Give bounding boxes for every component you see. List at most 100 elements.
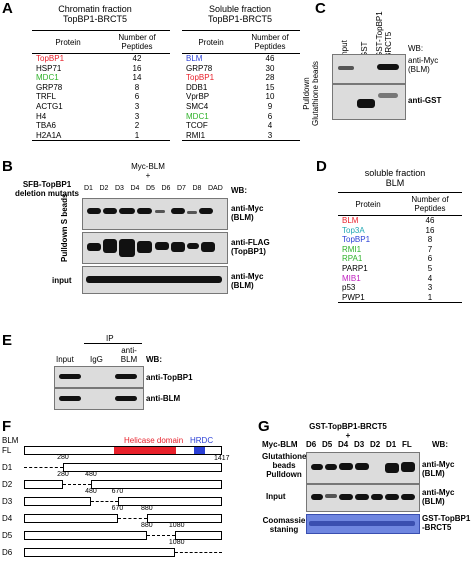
- peptide-count: 6: [134, 92, 140, 102]
- band: [325, 494, 337, 498]
- band: [119, 239, 135, 257]
- peptide-count: 30: [265, 63, 275, 73]
- band: [311, 494, 323, 500]
- peptide-count: 8: [427, 235, 433, 245]
- table-row: TBA6 2: [32, 121, 170, 131]
- helicase-domain: [114, 447, 176, 454]
- band: [103, 208, 117, 214]
- band: [115, 374, 137, 379]
- hrdc-domain: [194, 447, 206, 454]
- helicase-label: Helicase domain: [124, 436, 184, 445]
- blot-c-myc: [332, 54, 406, 84]
- protein-name: TopBP1: [342, 235, 371, 245]
- chromatin-table: Protein Number of Peptides TopBP1 42 HSP71…: [32, 30, 170, 142]
- b-left-title: SFB-TopBP1 deletion mutants: [14, 180, 79, 198]
- wb-label-e: WB:: [146, 355, 162, 364]
- band: [103, 239, 117, 253]
- panel-d-label: D: [316, 158, 327, 175]
- wb-label-b: WB:: [231, 186, 247, 195]
- lane-label: D8: [192, 185, 202, 192]
- start-position: 280: [57, 471, 69, 478]
- g-title: GST-TopBP1-BRCT5 +: [309, 422, 387, 440]
- protein-name: RMI1: [182, 130, 240, 142]
- blot-g-row1-label: anti-Myc (BLM): [422, 460, 455, 478]
- protein-name: MDC1: [36, 73, 59, 83]
- blot-g-input: [306, 484, 420, 512]
- retained-segment: [24, 514, 118, 523]
- retained-segment: [146, 514, 222, 523]
- band: [385, 494, 399, 500]
- peptide-count: 6: [427, 254, 433, 264]
- band: [87, 208, 101, 214]
- peptide-count: 3: [134, 111, 140, 121]
- blot-c-row1-label: anti-Myc (BLM): [408, 56, 439, 74]
- table-row: SMC4 9: [182, 102, 300, 112]
- blot-c-gst: [332, 84, 406, 120]
- peptide-count: 42: [132, 54, 142, 63]
- panel-a-label: A: [2, 0, 13, 17]
- blot-b-row3-label: anti-Myc (BLM): [231, 272, 264, 290]
- band: [401, 494, 415, 500]
- protein-name: H4: [36, 111, 47, 121]
- lane-label: D4: [338, 440, 349, 449]
- start-position: 670: [111, 505, 124, 512]
- pulldown-label-b: Pulldown S beads: [60, 193, 69, 262]
- band: [59, 396, 81, 401]
- panel-e-label: E: [2, 332, 13, 349]
- band: [155, 242, 169, 250]
- blot-b-flag: [82, 232, 228, 264]
- peptide-count: 15: [265, 82, 275, 92]
- construct-label: D5: [2, 531, 13, 540]
- band: [357, 99, 375, 108]
- protein-name: DDB1: [186, 82, 208, 92]
- protein-name: TRFL: [36, 92, 56, 102]
- lane-label: DAD: [208, 185, 223, 192]
- b-lanes: D1 D2 D3 D4 D5 D6 D7 D8 DAD: [84, 185, 226, 195]
- blot-g-row2-label: anti-Myc (BLM): [422, 488, 455, 506]
- lane-label: D1: [84, 185, 93, 192]
- col-peptides: Number of Peptides: [398, 192, 462, 216]
- construct-label: D6: [2, 548, 13, 557]
- peptide-count: 2: [134, 121, 140, 131]
- blot-e-blm: [54, 388, 144, 410]
- table-row: BLM 46: [182, 54, 300, 64]
- deleted-segment: [174, 552, 222, 553]
- end-position: 480: [85, 471, 97, 478]
- start-position: 280: [57, 454, 69, 461]
- peptide-count: 4: [267, 121, 273, 131]
- ip-line: [84, 343, 142, 344]
- g-left-title: Myc-BLM: [262, 440, 298, 449]
- retained-segment: [63, 463, 222, 472]
- blot-g-pulldown: [306, 452, 420, 484]
- peptide-count: 1: [104, 130, 170, 142]
- lane-label: D3: [115, 185, 124, 192]
- table-row: TRFL 6: [32, 92, 170, 102]
- table-row: Top3A 16: [338, 226, 462, 236]
- peptide-count: 16: [425, 225, 435, 235]
- table-row: RMI1 3: [182, 130, 300, 142]
- protein-name: MIB1: [342, 273, 361, 283]
- peptide-count: 5: [427, 263, 433, 273]
- protein-name: GRP78: [36, 82, 63, 92]
- table-row: H4 3: [32, 112, 170, 122]
- band: [309, 521, 415, 526]
- blot-e-topbp1: [54, 366, 144, 388]
- construct-label: D4: [2, 514, 13, 523]
- protein-name: MDC1: [186, 111, 209, 121]
- band: [355, 463, 369, 470]
- g-input-label: Input: [266, 492, 286, 501]
- band: [371, 494, 383, 500]
- table-row: H2A1A 1: [32, 130, 170, 142]
- g-lanes: D6 D5 D4 D3 D2 D1 FL: [306, 440, 418, 450]
- full-length-bar: [24, 446, 222, 455]
- table-row: MDC1 6: [182, 112, 300, 122]
- retained-segment: [24, 548, 175, 557]
- band: [115, 396, 137, 401]
- blot-c-row2-label: anti-GST: [408, 96, 442, 105]
- table-row: GRP78 30: [182, 64, 300, 74]
- lane-gst-topbp1: GST-TopBP1 BRCT5: [375, 11, 393, 58]
- table-row: TopBP1 42: [32, 54, 170, 64]
- table-row: HSP71 16: [32, 64, 170, 74]
- protein-name: TCOF: [186, 121, 208, 131]
- hrdc-label: HRDC: [190, 436, 214, 445]
